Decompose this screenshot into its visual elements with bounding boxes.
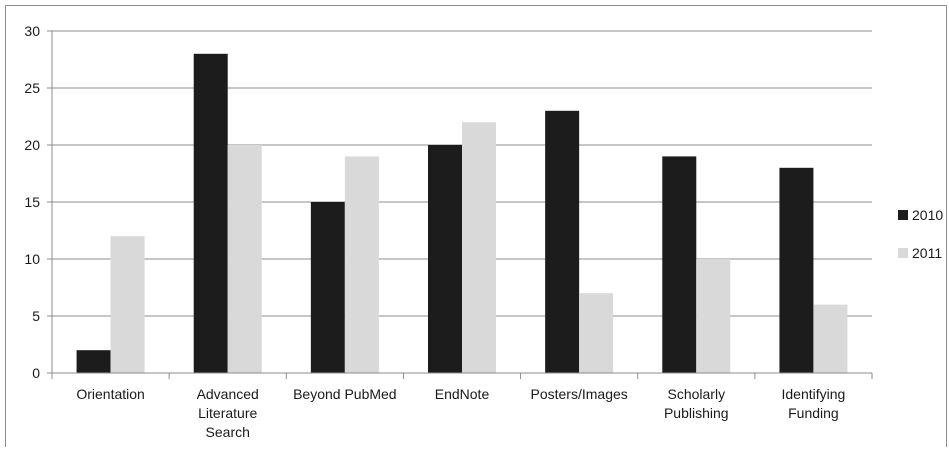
x-tick-label-line: Literature	[198, 405, 257, 421]
bar-2010-1	[193, 53, 228, 374]
bar-2011-3	[462, 122, 496, 373]
x-tick-label: Beyond PubMed	[293, 386, 397, 402]
legend: 2010 2011	[898, 207, 943, 261]
legend-label-2010: 2010	[912, 207, 943, 223]
x-axis-ticks: Orientation Advanced Literature Search Beyon…	[76, 386, 845, 440]
bar-2011-1	[227, 145, 262, 373]
x-tick-label-line: EndNote	[435, 386, 490, 402]
x-tick-label-line: Beyond PubMed	[293, 386, 397, 402]
chart-frame	[5, 5, 947, 447]
legend-swatch-2011	[898, 248, 908, 258]
x-tick-label-line: Scholarly	[667, 386, 725, 402]
y-tick-label: 15	[24, 194, 40, 210]
bar-2011-4	[579, 293, 614, 373]
bar-2010-2	[310, 202, 345, 373]
x-tick-label-line: Orientation	[76, 386, 144, 402]
x-tick-label: Scholarly Publishing	[664, 386, 729, 421]
y-tick-label: 0	[32, 365, 40, 381]
y-tick-label: 30	[24, 23, 40, 39]
bar-2010-0	[76, 350, 111, 373]
bar-2011-2	[344, 156, 379, 373]
bars	[76, 53, 848, 374]
x-tick-label: Advanced Literature Search	[197, 386, 259, 440]
bar-2010-6	[779, 167, 814, 373]
y-tick-label: 5	[32, 308, 40, 324]
y-tick-label: 10	[24, 251, 40, 267]
x-tick-label: Posters/Images	[531, 386, 628, 402]
y-axis-ticks: 0 5 10 15 20 25 30	[24, 23, 53, 381]
x-tick-label: Orientation	[76, 386, 144, 402]
x-tick-label: Identifying Funding	[782, 386, 846, 421]
bar-2011-5	[696, 259, 731, 373]
legend-swatch-2010	[898, 210, 908, 220]
x-axis	[51, 372, 873, 379]
x-tick-label-line: Posters/Images	[531, 386, 628, 402]
x-tick-label-line: Advanced	[197, 386, 259, 402]
x-tick-label-line: Publishing	[664, 405, 729, 421]
bar-2010-5	[662, 156, 697, 373]
x-tick-label-line: Funding	[788, 405, 839, 421]
x-tick-label-line: Search	[206, 424, 250, 440]
y-tick-label: 20	[24, 137, 40, 153]
x-tick-label: EndNote	[435, 386, 490, 402]
bar-2011-6	[813, 304, 848, 373]
bar-2010-3	[428, 145, 462, 373]
bar-2010-4	[545, 110, 580, 374]
y-tick-label: 25	[24, 80, 40, 96]
x-tick-label-line: Identifying	[782, 386, 846, 402]
bar-2011-0	[110, 236, 145, 373]
legend-label-2011: 2011	[912, 245, 942, 261]
